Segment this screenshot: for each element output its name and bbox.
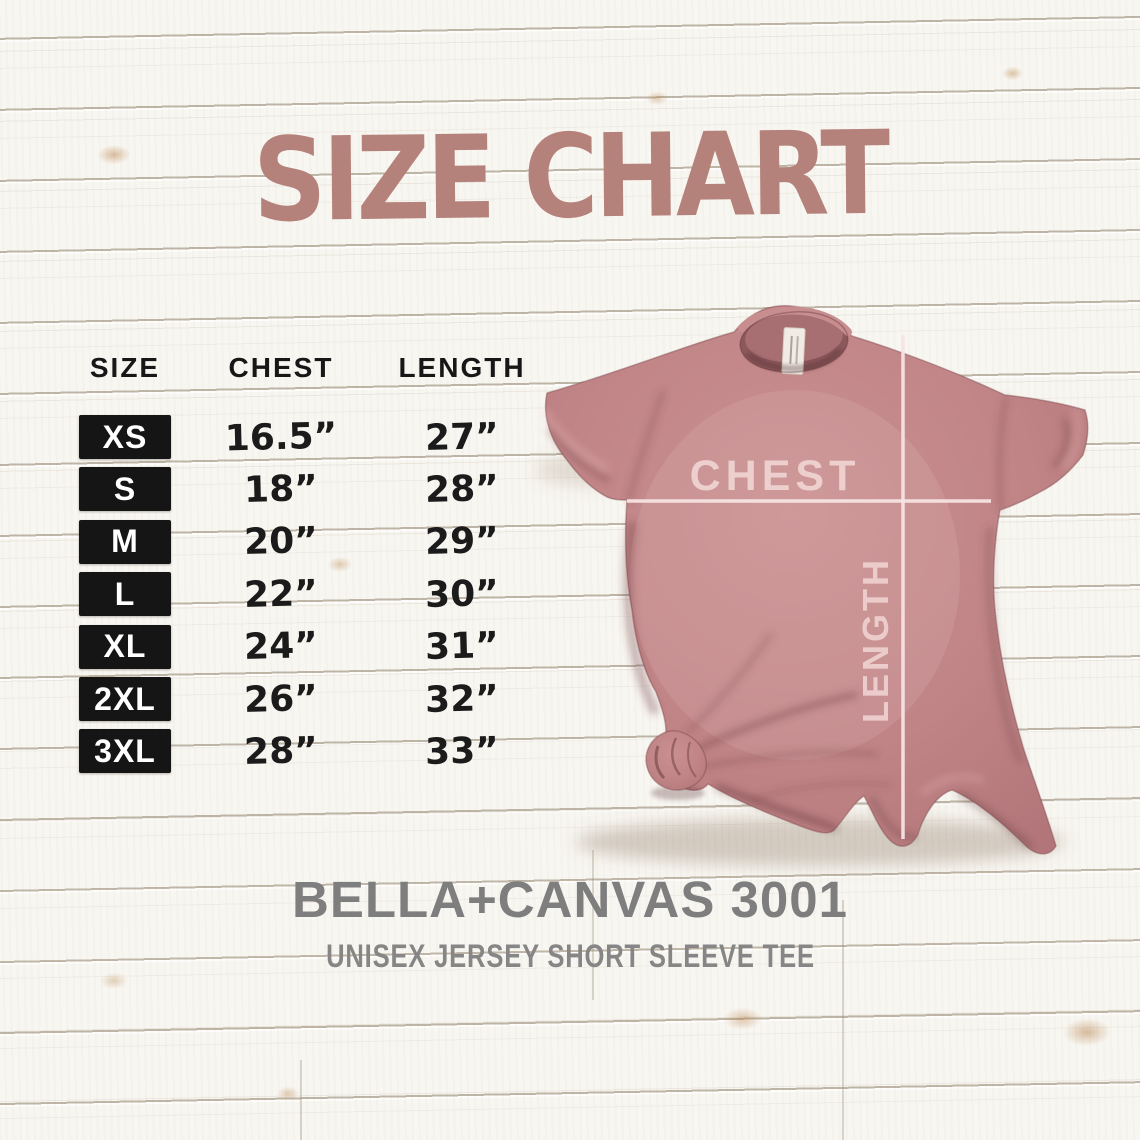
size-table-header: SIZE CHEST LENGTH: [64, 352, 548, 384]
chest-value: 22”: [243, 572, 319, 616]
collar-tag: [781, 327, 806, 375]
chest-label: CHEST: [690, 452, 861, 500]
fabric-folds: [544, 390, 1081, 849]
column-header-size: SIZE: [89, 352, 161, 383]
size-row-3XL: 3XL 28” 33”: [64, 729, 548, 774]
tshirt-svg: CHEST LENGTH: [535, 304, 1089, 866]
size-row-M: M 20” 29”: [64, 519, 548, 564]
size-badge: M: [79, 519, 171, 564]
size-row-L: L 22” 30”: [64, 572, 548, 617]
size-row-XL: XL 24” 31”: [64, 624, 548, 669]
wood-crack: [592, 850, 594, 1000]
chest-value: 26”: [243, 677, 319, 721]
size-badge: 3XL: [79, 729, 171, 774]
size-row-S: S 18” 28”: [64, 467, 548, 512]
size-chart-title: SIZE CHART: [252, 106, 888, 249]
chest-value: 18”: [243, 467, 319, 511]
tshirt-illustration: CHEST LENGTH: [520, 280, 1120, 900]
size-badge: 2XL: [79, 677, 171, 721]
size-row-XS: XS 16.5” 27”: [64, 415, 548, 459]
chest-value: 28”: [243, 729, 319, 773]
chest-value: 24”: [243, 625, 319, 669]
size-row-2XL: 2XL 26” 32”: [64, 677, 548, 721]
size-table: XS 16.5” 27” S 18” 28” M 20” 29” L 22” 30” XL 24” 31” 2…: [64, 415, 548, 795]
product-subtitle: UNISEX JERSEY SHORT SLEEVE TEE: [325, 938, 815, 974]
size-badge: XS: [79, 415, 171, 459]
shirt-shadow: [575, 818, 1065, 866]
tshirt-collar: [738, 306, 852, 375]
chest-value: 16.5”: [224, 415, 338, 459]
tshirt-knot: [645, 730, 708, 800]
wood-crack: [300, 1060, 302, 1140]
column-header-chest: CHEST: [228, 352, 334, 383]
size-badge: S: [79, 467, 171, 512]
wood-crack: [842, 900, 844, 1140]
size-badge: XL: [79, 624, 171, 669]
size-badge: L: [79, 572, 171, 617]
length-label: LENGTH: [855, 557, 896, 723]
column-header-length: LENGTH: [398, 352, 526, 383]
product-name: BELLA+CANVAS 3001: [292, 871, 848, 928]
chest-value: 20”: [243, 520, 319, 564]
fabric-highlight: [630, 390, 960, 760]
